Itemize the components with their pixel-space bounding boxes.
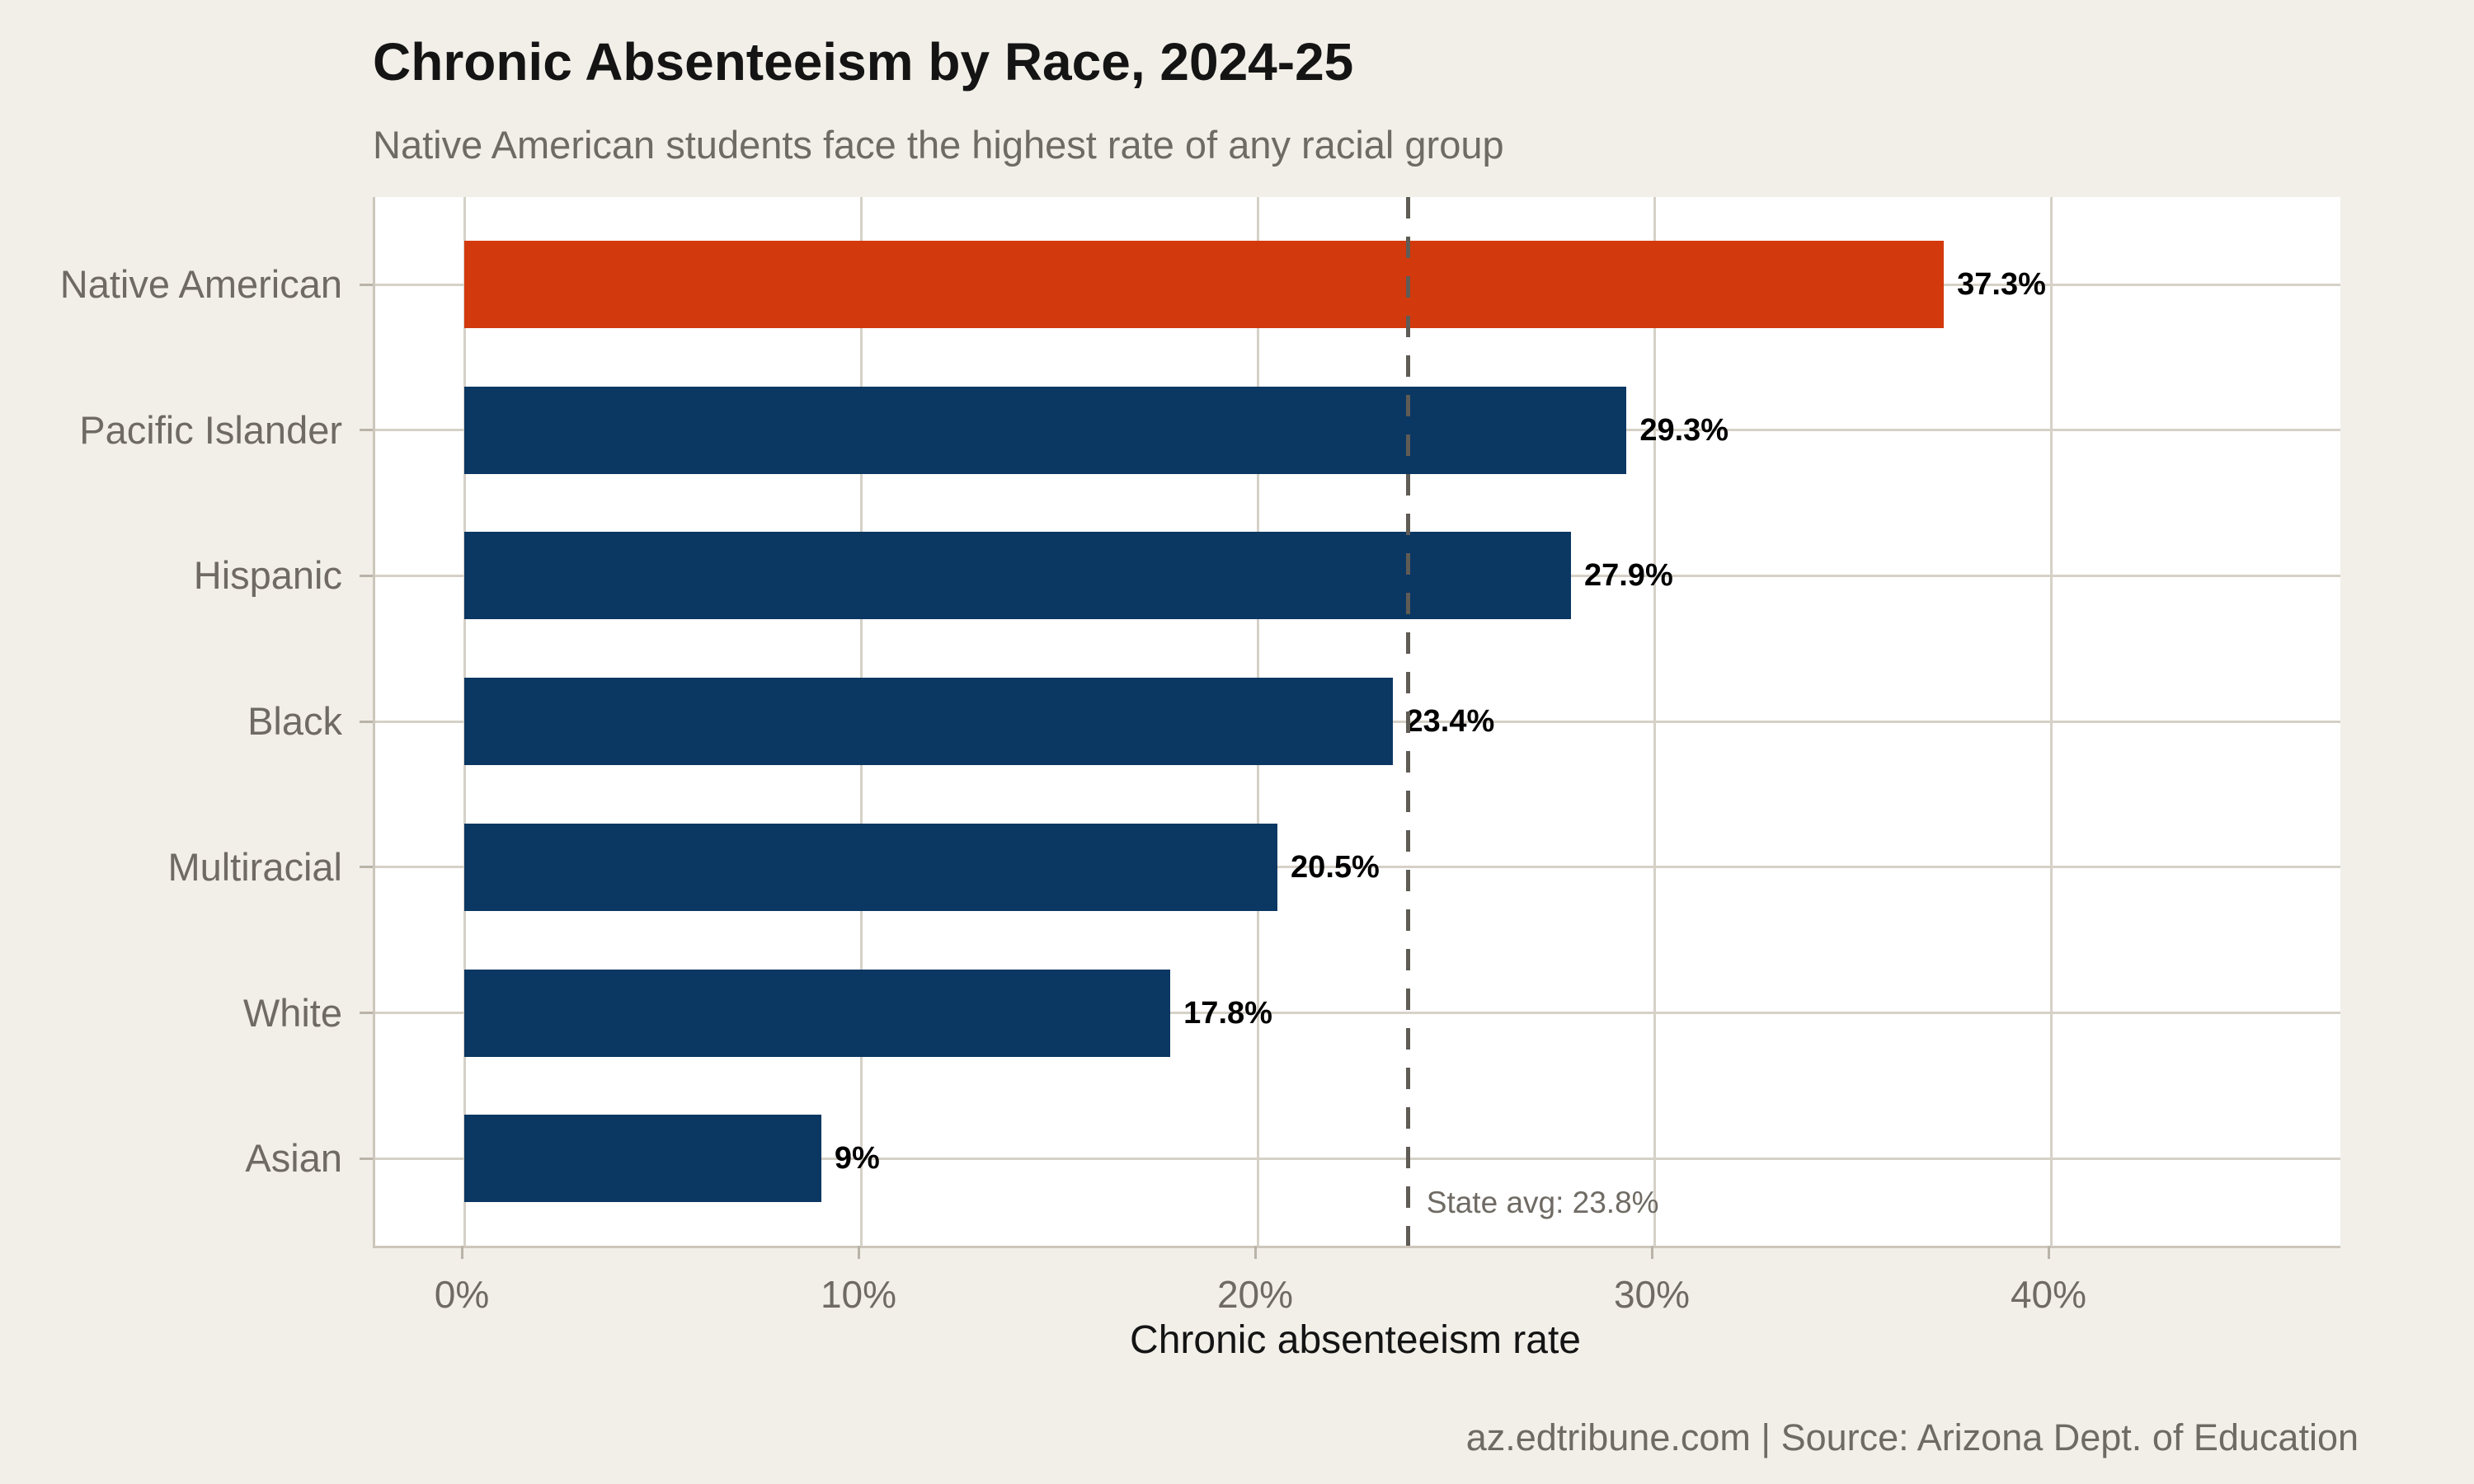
x-axis-tick-label: 30%	[1613, 1273, 1691, 1316]
bar-value-label: 27.9%	[1583, 558, 1673, 594]
y-axis-tick	[360, 1012, 373, 1015]
bar	[464, 678, 1393, 766]
y-axis-label: White	[242, 990, 342, 1035]
y-axis-label: Native American	[59, 262, 342, 306]
plot-area: 37.3% 29.3% 27.9% 23.4% 20.5% 17.8% 9% State a…	[373, 197, 2340, 1248]
horizontal-gridline	[375, 1012, 2340, 1015]
state-average-label: State avg: 23.8%	[1426, 1186, 1659, 1219]
x-axis-tick-label: 20%	[1216, 1273, 1294, 1316]
bar-value-label: 23.4%	[1405, 704, 1495, 740]
horizontal-gridline	[375, 1157, 2340, 1160]
y-axis-tick	[360, 574, 373, 577]
chart-title: Chronic Absenteeism by Race, 2024-25	[373, 32, 1354, 92]
y-axis-label: Pacific Islander	[79, 407, 342, 452]
chart-subtitle: Native American students face the highes…	[373, 123, 1504, 167]
y-axis-tick	[360, 720, 373, 723]
bar-value-label: 29.3%	[1639, 412, 1729, 448]
x-axis-tick	[857, 1246, 860, 1259]
state-average-line	[1406, 197, 1411, 1246]
bar	[464, 969, 1171, 1057]
bar	[464, 1115, 821, 1203]
x-axis-tick	[460, 1246, 463, 1259]
x-axis-tick	[1650, 1246, 1653, 1259]
y-axis-tick	[360, 866, 373, 869]
footer-credit: az.edtribune.com | Source: Arizona Dept.…	[1465, 1416, 2359, 1458]
x-axis-tick-label: 0%	[434, 1273, 490, 1316]
bar	[464, 823, 1278, 911]
bar-value-label: 20.5%	[1291, 849, 1380, 885]
y-axis-label: Asian	[245, 1136, 342, 1181]
y-axis-label: Multiracial	[167, 844, 342, 889]
horizontal-gridline	[375, 866, 2340, 869]
bar	[464, 386, 1627, 474]
bar	[464, 241, 1945, 328]
x-axis-title: Chronic absenteeism rate	[1130, 1318, 1581, 1362]
bar-value-label: 17.8%	[1183, 995, 1272, 1031]
y-axis-tick	[360, 429, 373, 432]
y-axis-tick	[360, 1157, 373, 1160]
x-axis-tick-label: 40%	[2010, 1273, 2087, 1316]
y-axis-label: Hispanic	[193, 553, 342, 598]
bar	[464, 532, 1571, 620]
y-axis-label: Black	[247, 699, 342, 744]
bar-value-label: 37.3%	[1957, 267, 2046, 302]
x-axis-tick	[1253, 1246, 1257, 1259]
x-axis-tick	[2047, 1246, 2050, 1259]
bar-value-label: 9%	[834, 1141, 880, 1176]
y-axis-tick	[360, 283, 373, 286]
x-axis-tick-label: 10%	[820, 1273, 897, 1316]
